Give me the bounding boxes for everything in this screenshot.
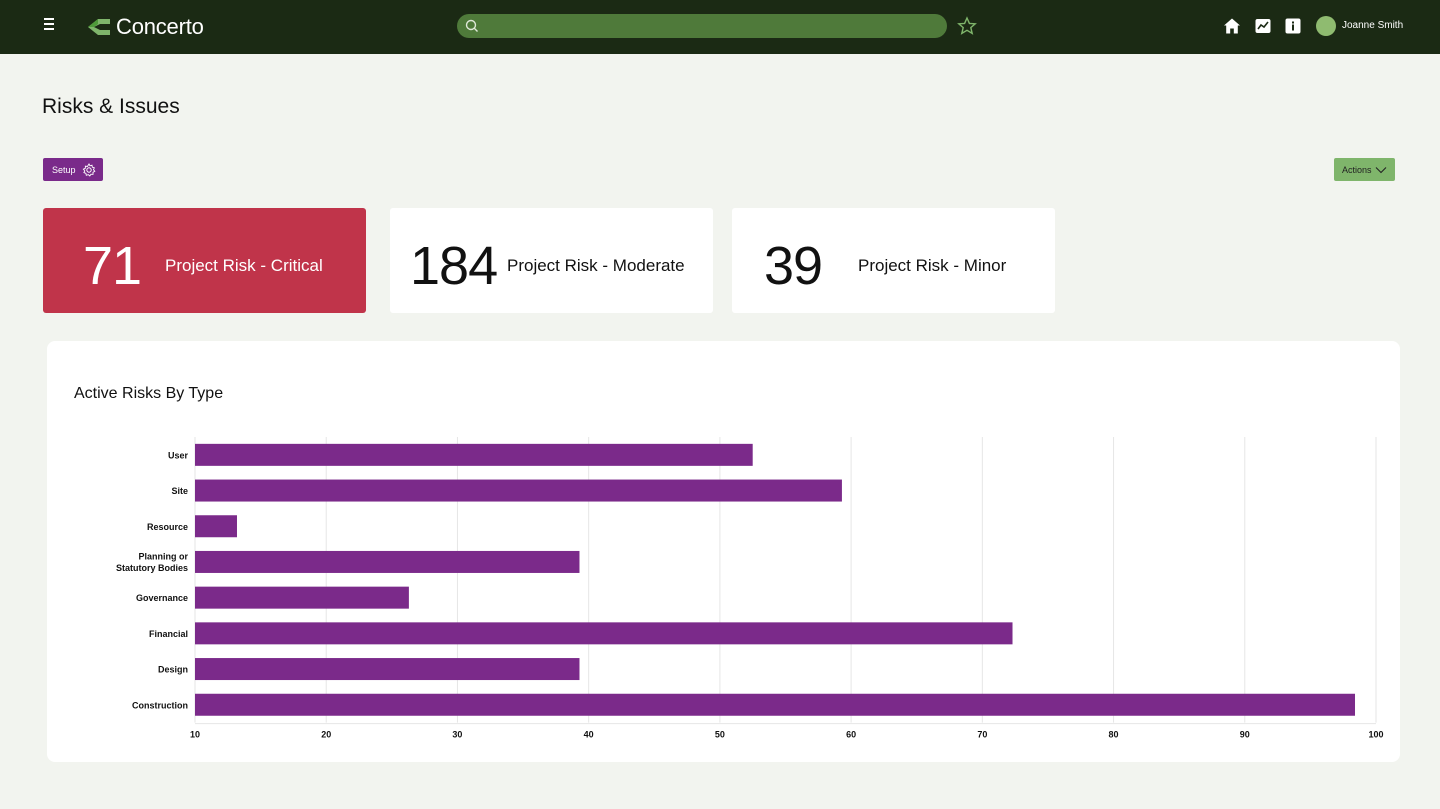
setup-label: Setup (52, 164, 76, 175)
card-label: Project Risk - Minor (858, 256, 1007, 275)
search-bar[interactable] (457, 14, 947, 38)
card-label: Project Risk - Critical (165, 256, 323, 275)
card-count: 71 (83, 236, 142, 296)
x-tick-label: 20 (321, 730, 331, 740)
gear-icon (82, 162, 96, 177)
y-category-label: User (168, 450, 189, 460)
actions-dropdown[interactable]: Actions (1334, 158, 1395, 181)
card-risk-moderate[interactable]: 184 Project Risk - Moderate (390, 208, 713, 313)
top-bar: Concerto Joanne Smith (0, 0, 1440, 54)
page-title: Risks & Issues (42, 95, 180, 118)
x-tick-label: 40 (584, 730, 594, 740)
x-tick-label: 100 (1368, 730, 1383, 740)
bar-user (195, 443, 753, 466)
bar-resource (195, 515, 237, 538)
y-category-label: Financial (149, 629, 188, 639)
search-icon (465, 19, 478, 32)
user-name[interactable]: Joanne Smith (1342, 20, 1404, 31)
x-tick-label: 50 (715, 730, 725, 740)
app-name: Concerto (116, 14, 204, 39)
y-category-label: Planning or (139, 552, 189, 562)
bar-planning-or-statutory-bodies (195, 550, 580, 573)
setup-button[interactable]: Setup (43, 158, 103, 181)
favorite-star-icon[interactable] (957, 16, 977, 36)
y-category-label: Construction (132, 700, 188, 710)
chevron-down-icon (1375, 166, 1386, 173)
x-tick-label: 10 (190, 730, 200, 740)
actions-label: Actions (1342, 164, 1372, 175)
bar-site (195, 479, 842, 502)
concerto-logo-icon (88, 19, 110, 35)
search-input[interactable] (485, 19, 947, 33)
app-logo[interactable]: Concerto (86, 13, 204, 41)
chart-title: Active Risks By Type (74, 385, 224, 402)
y-category-label: Governance (136, 593, 188, 603)
bar-financial (195, 622, 1013, 645)
x-tick-label: 30 (452, 730, 462, 740)
info-icon[interactable] (1284, 17, 1302, 35)
card-count: 39 (764, 236, 823, 296)
hamburger-menu-icon[interactable] (40, 18, 58, 36)
x-tick-label: 60 (846, 730, 856, 740)
chart-panel: Active Risks By Type 10 20 30 40 50 60 70 80 90 1… (47, 341, 1400, 762)
bar-construction (195, 693, 1356, 716)
y-category-label: Resource (147, 522, 188, 532)
home-icon[interactable] (1223, 17, 1241, 35)
card-risk-critical[interactable]: 71 Project Risk - Critical (43, 208, 366, 313)
bar-governance (195, 586, 409, 609)
x-tick-label: 80 (1109, 730, 1119, 740)
card-label: Project Risk - Moderate (507, 256, 685, 275)
x-tick-label: 70 (977, 730, 987, 740)
y-category-label: Design (158, 665, 188, 675)
user-avatar[interactable] (1316, 16, 1336, 36)
card-risk-minor[interactable]: 39 Project Risk - Minor (732, 208, 1055, 313)
bar-design (195, 658, 580, 681)
x-tick-label: 90 (1240, 730, 1250, 740)
analytics-icon[interactable] (1254, 17, 1272, 35)
card-count: 184 (410, 236, 498, 296)
active-risks-bar-chart: 10 20 30 40 50 60 70 80 90 100 User Site Resource Pla… (116, 437, 1384, 740)
y-category-label: Site (171, 486, 188, 496)
y-category-label: Statutory Bodies (116, 563, 188, 573)
